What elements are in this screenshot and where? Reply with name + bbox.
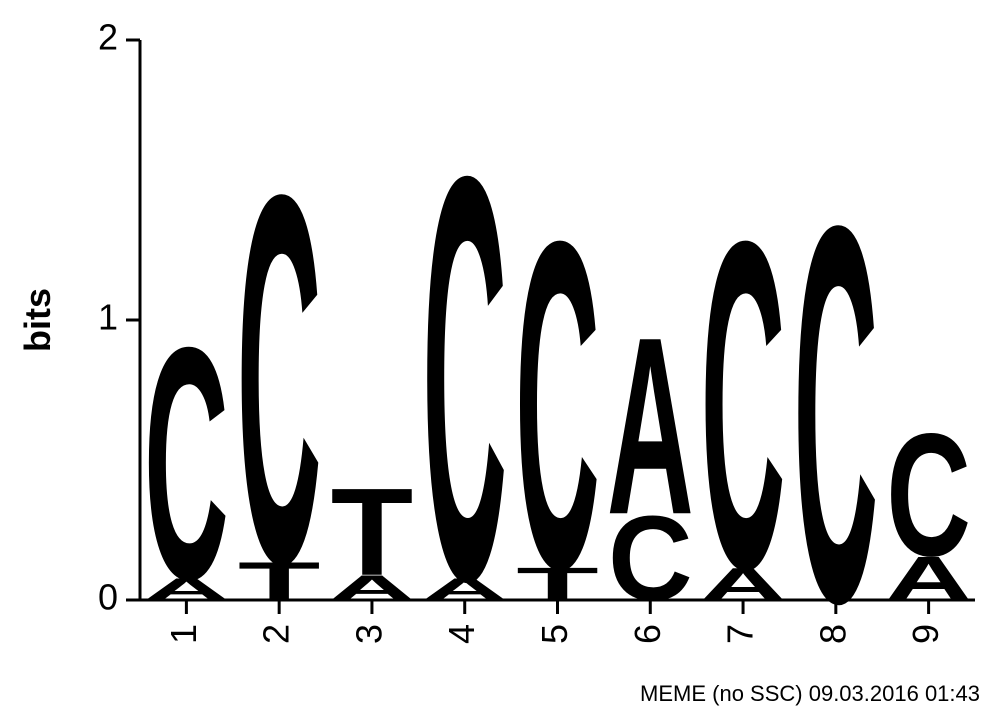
svg-text:C: C (144, 279, 229, 648)
svg-text:C: C (422, 58, 507, 700)
svg-text:2: 2 (98, 17, 118, 58)
svg-text:6: 6 (627, 624, 668, 644)
svg-text:1: 1 (98, 297, 118, 338)
svg-text:C: C (237, 86, 322, 673)
svg-text:3: 3 (348, 624, 389, 644)
sequence-logo-figure: { "chart": { "type": "sequence-logo", "w… (0, 0, 1000, 725)
svg-text:C: C (701, 145, 786, 666)
svg-text:C: C (886, 397, 971, 593)
svg-text:C: C (794, 115, 879, 700)
svg-text:0: 0 (98, 577, 118, 618)
sequence-logo-svg: 012bits1AC2TC3AT4AC5TC6CA7AC8C9AC (0, 0, 1000, 700)
svg-text:9: 9 (905, 624, 946, 644)
svg-text:bits: bits (17, 288, 58, 352)
svg-text:C: C (515, 145, 600, 666)
svg-text:A: A (607, 285, 694, 567)
svg-text:T: T (331, 462, 413, 602)
caption-text: MEME (no SSC) 09.03.2016 01:43 (640, 681, 980, 707)
